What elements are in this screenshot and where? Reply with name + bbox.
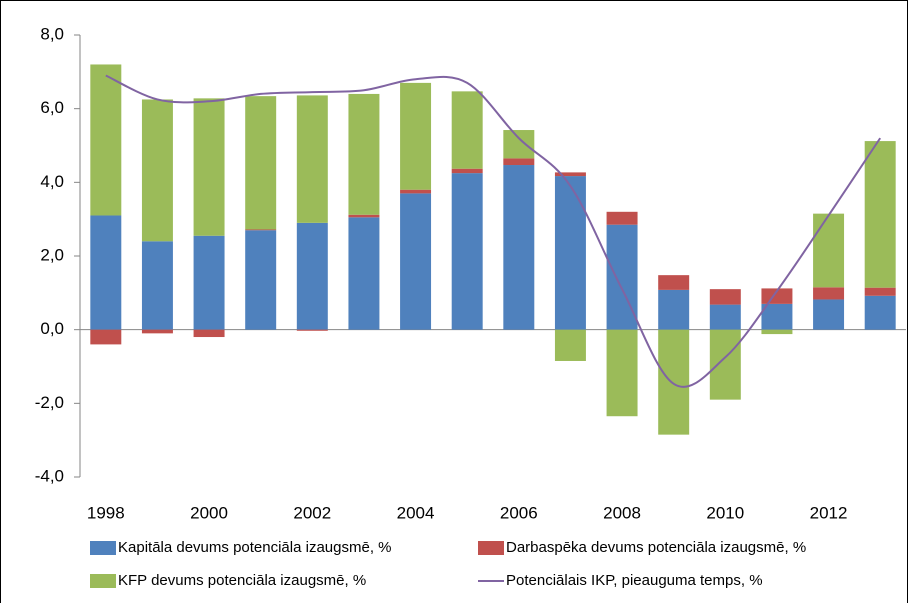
bar-segment: [141, 99, 173, 242]
y-tick-label: 8,0: [40, 24, 64, 43]
bar-segment: [348, 217, 380, 330]
bar-segment: [813, 299, 845, 330]
y-tick-label: -2,0: [35, 393, 64, 412]
bar-segment: [245, 229, 277, 231]
x-tick-label: 2012: [810, 503, 848, 522]
bar-segment: [503, 165, 535, 330]
bar-segment: [348, 214, 380, 218]
x-tick-label: 2000: [190, 503, 228, 522]
y-tick-label: 0,0: [40, 319, 64, 338]
y-tick-label: -4,0: [35, 466, 64, 485]
legend-swatch: [90, 541, 116, 555]
x-tick-label: 2008: [603, 503, 641, 522]
bar-segment: [400, 189, 432, 194]
bar-segment: [348, 93, 380, 215]
bar-segment: [90, 215, 122, 330]
bar-segment: [193, 235, 225, 330]
bar-segment: [296, 95, 328, 223]
bar-segment: [245, 230, 277, 330]
legend-swatch: [478, 541, 504, 555]
bar-segment: [451, 168, 483, 174]
bar-segment: [709, 289, 741, 305]
bar-segment: [503, 130, 535, 159]
bar-segment: [709, 304, 741, 330]
x-tick-label: 2004: [397, 503, 435, 522]
bar-segment: [503, 158, 535, 166]
x-tick-label: 2010: [706, 503, 744, 522]
bar-segment: [245, 96, 277, 230]
line-series: [105, 74, 882, 388]
legend-label: KFP devums potenciāla izaugsmē, %: [118, 572, 366, 589]
bar-segment: [400, 82, 432, 190]
bar-segment: [761, 303, 793, 330]
bar-segment: [141, 329, 173, 334]
bar-segment: [296, 329, 328, 331]
bar-segment: [141, 241, 173, 330]
bar-segment: [554, 176, 586, 330]
bar-segment: [709, 329, 741, 400]
bar-segment: [451, 173, 483, 330]
bar-segment: [658, 275, 690, 290]
legend-label: Darbaspēka devums potenciāla izaugsmē, %: [506, 539, 806, 556]
bar-segment: [813, 213, 845, 288]
bar-segment: [400, 193, 432, 330]
bar-segment: [658, 289, 690, 330]
bar-segment: [761, 329, 793, 335]
bar-segment: [864, 287, 896, 296]
bar-segment: [864, 141, 896, 288]
x-tick-label: 1998: [87, 503, 125, 522]
bar-segment: [90, 329, 122, 345]
bar-segment: [554, 172, 586, 177]
bar-segment: [554, 329, 586, 361]
bar-segment: [606, 211, 638, 225]
bar-segment: [193, 98, 225, 236]
bar-segment: [813, 287, 845, 300]
legend-label: Potenciālais IKP, pieauguma temps, %: [506, 572, 763, 589]
bar-segment: [606, 329, 638, 417]
bar-segment: [451, 91, 483, 169]
legend-label: Kapitāla devums potenciāla izaugsmē, %: [118, 539, 392, 556]
x-tick-label: 2006: [500, 503, 538, 522]
x-tick-label: 2002: [293, 503, 331, 522]
y-tick-label: 4,0: [40, 172, 64, 191]
bar-segment: [761, 288, 793, 304]
bar-segment: [864, 295, 896, 330]
bar-segment: [296, 222, 328, 330]
bar-segment: [658, 329, 690, 435]
y-tick-label: 6,0: [40, 98, 64, 117]
y-tick-label: 2,0: [40, 245, 64, 264]
bar-segment: [193, 329, 225, 338]
bar-segment: [90, 64, 122, 216]
legend-swatch: [90, 574, 116, 588]
